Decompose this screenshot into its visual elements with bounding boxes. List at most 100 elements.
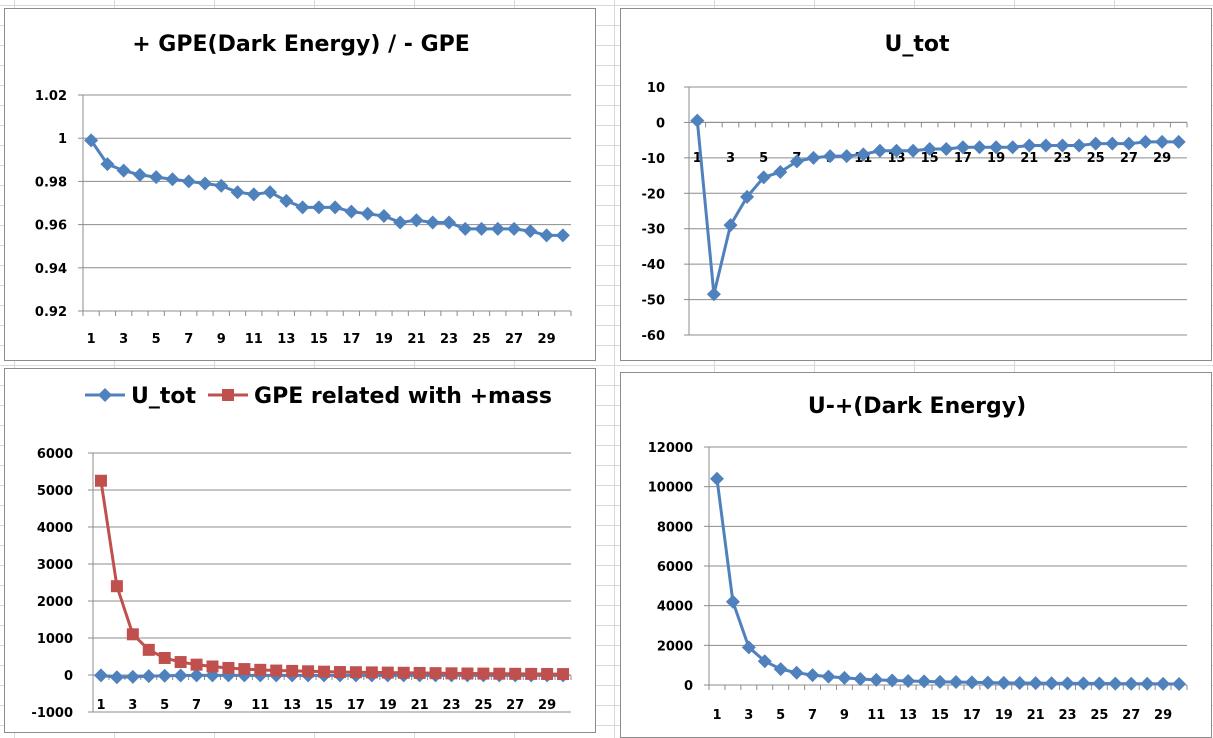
data-point bbox=[1060, 676, 1075, 691]
data-point bbox=[555, 228, 570, 243]
series-line bbox=[695, 120, 1179, 296]
data-point bbox=[709, 471, 724, 486]
data-point bbox=[823, 149, 838, 164]
data-point bbox=[222, 661, 235, 674]
data-point bbox=[295, 200, 310, 215]
data-point bbox=[263, 185, 278, 200]
legend-label: U_tot bbox=[131, 384, 196, 409]
data-point bbox=[189, 668, 204, 683]
data-point bbox=[541, 667, 554, 680]
legend-marker bbox=[98, 388, 112, 402]
data-point bbox=[311, 200, 326, 215]
x-tick-label: 23 bbox=[440, 332, 458, 347]
x-tick-label: 11 bbox=[867, 708, 885, 723]
data-point bbox=[741, 640, 756, 655]
chart-title: + GPE(Dark Energy) / - GPE bbox=[132, 32, 470, 57]
data-point bbox=[393, 215, 408, 230]
y-tick-label: 0.92 bbox=[35, 305, 67, 320]
x-tick-label: 25 bbox=[472, 332, 490, 347]
chart-title: U_tot bbox=[884, 32, 949, 57]
data-point bbox=[1005, 140, 1020, 155]
x-tick-label: 1 bbox=[693, 151, 702, 166]
data-point bbox=[806, 150, 821, 165]
x-tick-label: 7 bbox=[808, 708, 817, 723]
data-point bbox=[381, 666, 394, 679]
data-point bbox=[142, 643, 155, 656]
data-point bbox=[349, 666, 362, 679]
data-point bbox=[933, 674, 948, 689]
y-tick-label: 10000 bbox=[648, 481, 693, 496]
data-point bbox=[757, 654, 772, 669]
data-point bbox=[805, 668, 820, 683]
data-point bbox=[740, 189, 755, 204]
data-point bbox=[158, 651, 171, 664]
data-point bbox=[174, 656, 187, 669]
data-point bbox=[230, 185, 245, 200]
x-tick-label: 17 bbox=[342, 332, 360, 347]
data-point bbox=[789, 665, 804, 680]
data-point bbox=[939, 142, 954, 156]
x-tick-label: 7 bbox=[192, 698, 201, 713]
x-tick-label: 3 bbox=[128, 698, 137, 713]
series-0 bbox=[84, 133, 570, 243]
y-tick-label: 2000 bbox=[37, 595, 73, 610]
x-tick-label: 17 bbox=[963, 708, 981, 723]
data-point bbox=[1055, 138, 1070, 153]
data-point bbox=[318, 665, 331, 678]
data-point bbox=[901, 674, 916, 689]
data-point bbox=[1156, 676, 1171, 691]
data-point bbox=[181, 174, 196, 189]
data-point bbox=[165, 172, 180, 187]
x-tick-label: 5 bbox=[152, 332, 161, 347]
y-tick-label: -20 bbox=[642, 187, 666, 202]
data-point bbox=[1038, 138, 1053, 153]
data-point bbox=[429, 667, 442, 680]
x-tick-label: 13 bbox=[283, 698, 301, 713]
data-point bbox=[425, 215, 440, 230]
y-tick-label: -1000 bbox=[31, 706, 73, 721]
y-tick-label: 0 bbox=[656, 116, 665, 131]
data-point bbox=[557, 668, 570, 681]
y-tick-label: -50 bbox=[642, 294, 666, 309]
x-tick-label: 19 bbox=[995, 708, 1013, 723]
y-tick-label: 0 bbox=[684, 679, 693, 694]
data-point bbox=[872, 143, 887, 158]
data-point bbox=[996, 675, 1011, 690]
y-tick-label: -40 bbox=[642, 258, 666, 273]
data-point bbox=[1092, 676, 1107, 691]
x-tick-label: 1 bbox=[712, 708, 721, 723]
data-point bbox=[286, 664, 299, 677]
data-point bbox=[869, 672, 884, 687]
x-tick-label: 9 bbox=[217, 332, 226, 347]
data-point bbox=[964, 675, 979, 690]
data-point bbox=[360, 206, 375, 221]
series-0 bbox=[690, 113, 1186, 302]
y-tick-label: 0.94 bbox=[35, 262, 67, 277]
data-point bbox=[972, 140, 987, 155]
x-tick-label: 29 bbox=[538, 698, 556, 713]
data-point bbox=[839, 149, 854, 164]
x-tick-label: 25 bbox=[474, 698, 492, 713]
data-point bbox=[94, 474, 107, 487]
data-point bbox=[523, 224, 538, 239]
data-point bbox=[980, 675, 995, 690]
y-tick-label: 6000 bbox=[37, 447, 73, 462]
x-tick-label: 15 bbox=[315, 698, 333, 713]
data-point bbox=[254, 663, 267, 676]
data-point bbox=[1155, 134, 1170, 149]
data-point bbox=[413, 666, 426, 679]
x-tick-label: 5 bbox=[160, 698, 169, 713]
x-tick-label: 5 bbox=[759, 151, 768, 166]
data-point bbox=[365, 666, 378, 679]
x-tick-label: 25 bbox=[1090, 708, 1108, 723]
data-point bbox=[773, 662, 788, 677]
data-point bbox=[821, 669, 836, 684]
data-point bbox=[1028, 676, 1043, 691]
data-point bbox=[539, 228, 554, 243]
data-point bbox=[442, 215, 456, 230]
y-tick-label: 1 bbox=[58, 132, 67, 147]
x-tick-label: 21 bbox=[407, 332, 425, 347]
x-tick-label: 7 bbox=[184, 332, 193, 347]
x-tick-label: 3 bbox=[744, 708, 753, 723]
data-point bbox=[198, 176, 212, 191]
